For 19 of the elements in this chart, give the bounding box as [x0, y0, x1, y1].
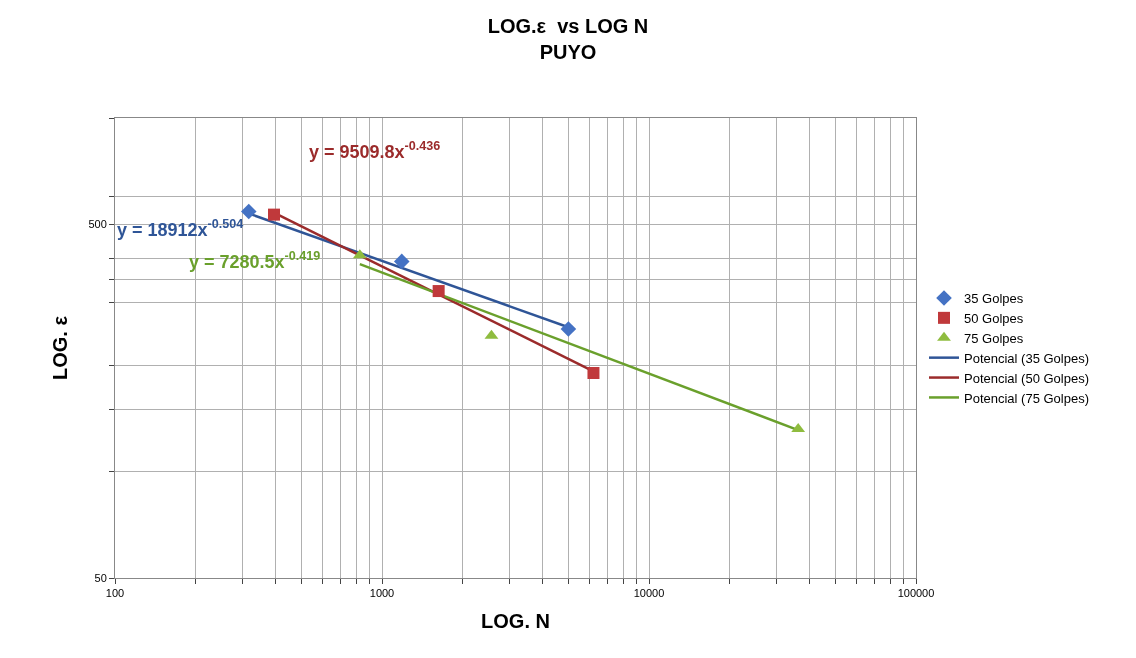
x-tick-label: 100	[105, 587, 125, 600]
chart-subtitle: PUYO	[539, 40, 597, 63]
x-tick-label: 100000	[897, 587, 935, 600]
y-tick-label: 500	[88, 218, 107, 231]
x-tick-label: 10000	[633, 587, 665, 600]
chart-title: LOG.ε vs LOG N	[487, 14, 649, 37]
legend-label: Potencial (75 Golpes)	[964, 390, 1090, 406]
y-tick-label: 50	[94, 571, 107, 584]
legend-label: Potencial (50 Golpes)	[964, 370, 1090, 386]
annotation: y = 7280.5x$^{-0.419}$	[189, 249, 321, 272]
legend-label: Potencial (35 Golpes)	[964, 350, 1090, 366]
y-axis-title: LOG. ε	[48, 315, 71, 380]
x-tick-label: 1000	[369, 587, 395, 600]
legend-label: 35 Golpes	[964, 291, 1024, 307]
annotation: y = 18912x$^{-0.504}$	[117, 217, 244, 240]
annotation: y = 9509.8x$^{-0.436}$	[309, 139, 441, 162]
legend-label: 50 Golpes	[964, 310, 1024, 326]
legend-label: 75 Golpes	[964, 330, 1024, 346]
x-axis-title: LOG. N	[481, 609, 550, 632]
